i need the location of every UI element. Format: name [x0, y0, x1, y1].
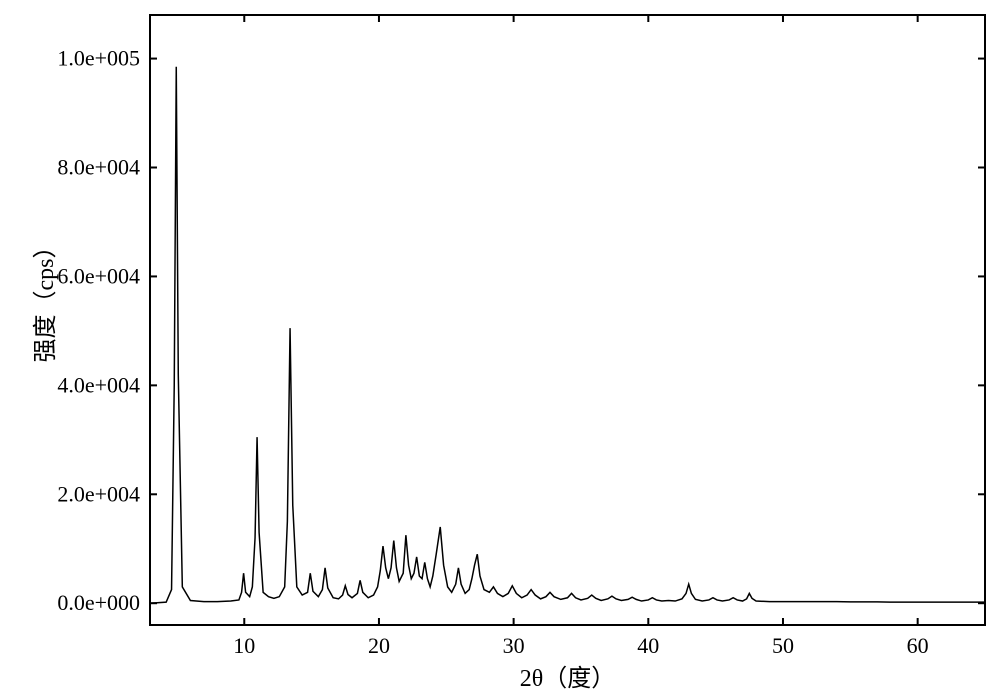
y-tick-label: 6.0e+004 — [57, 263, 140, 288]
xrd-chart: 10 20 30 40 50 60 0.0e+000 2.0e+004 4.0e+004 6.0e… — [0, 0, 1000, 696]
x-axis-label: 2θ（度） — [520, 658, 616, 693]
x-tick-label: 60 — [907, 633, 929, 658]
x-tick-label: 40 — [637, 633, 659, 658]
x-tick-label: 10 — [233, 633, 255, 658]
y-tick-label: 2.0e+004 — [57, 481, 140, 506]
chart-svg: 10 20 30 40 50 60 0.0e+000 2.0e+004 4.0e+004 6.0e… — [0, 0, 1000, 696]
y-tick-label: 0.0e+000 — [57, 590, 140, 615]
x-tick-label: 50 — [772, 633, 794, 658]
y-axis-label: 强度（cps） — [25, 235, 60, 363]
x-tick-label: 20 — [368, 633, 390, 658]
y-tick-label: 4.0e+004 — [57, 372, 140, 397]
y-tick-label: 8.0e+004 — [57, 155, 140, 180]
y-tick-label: 1.0e+005 — [57, 46, 140, 71]
x-tick-label: 30 — [503, 633, 525, 658]
